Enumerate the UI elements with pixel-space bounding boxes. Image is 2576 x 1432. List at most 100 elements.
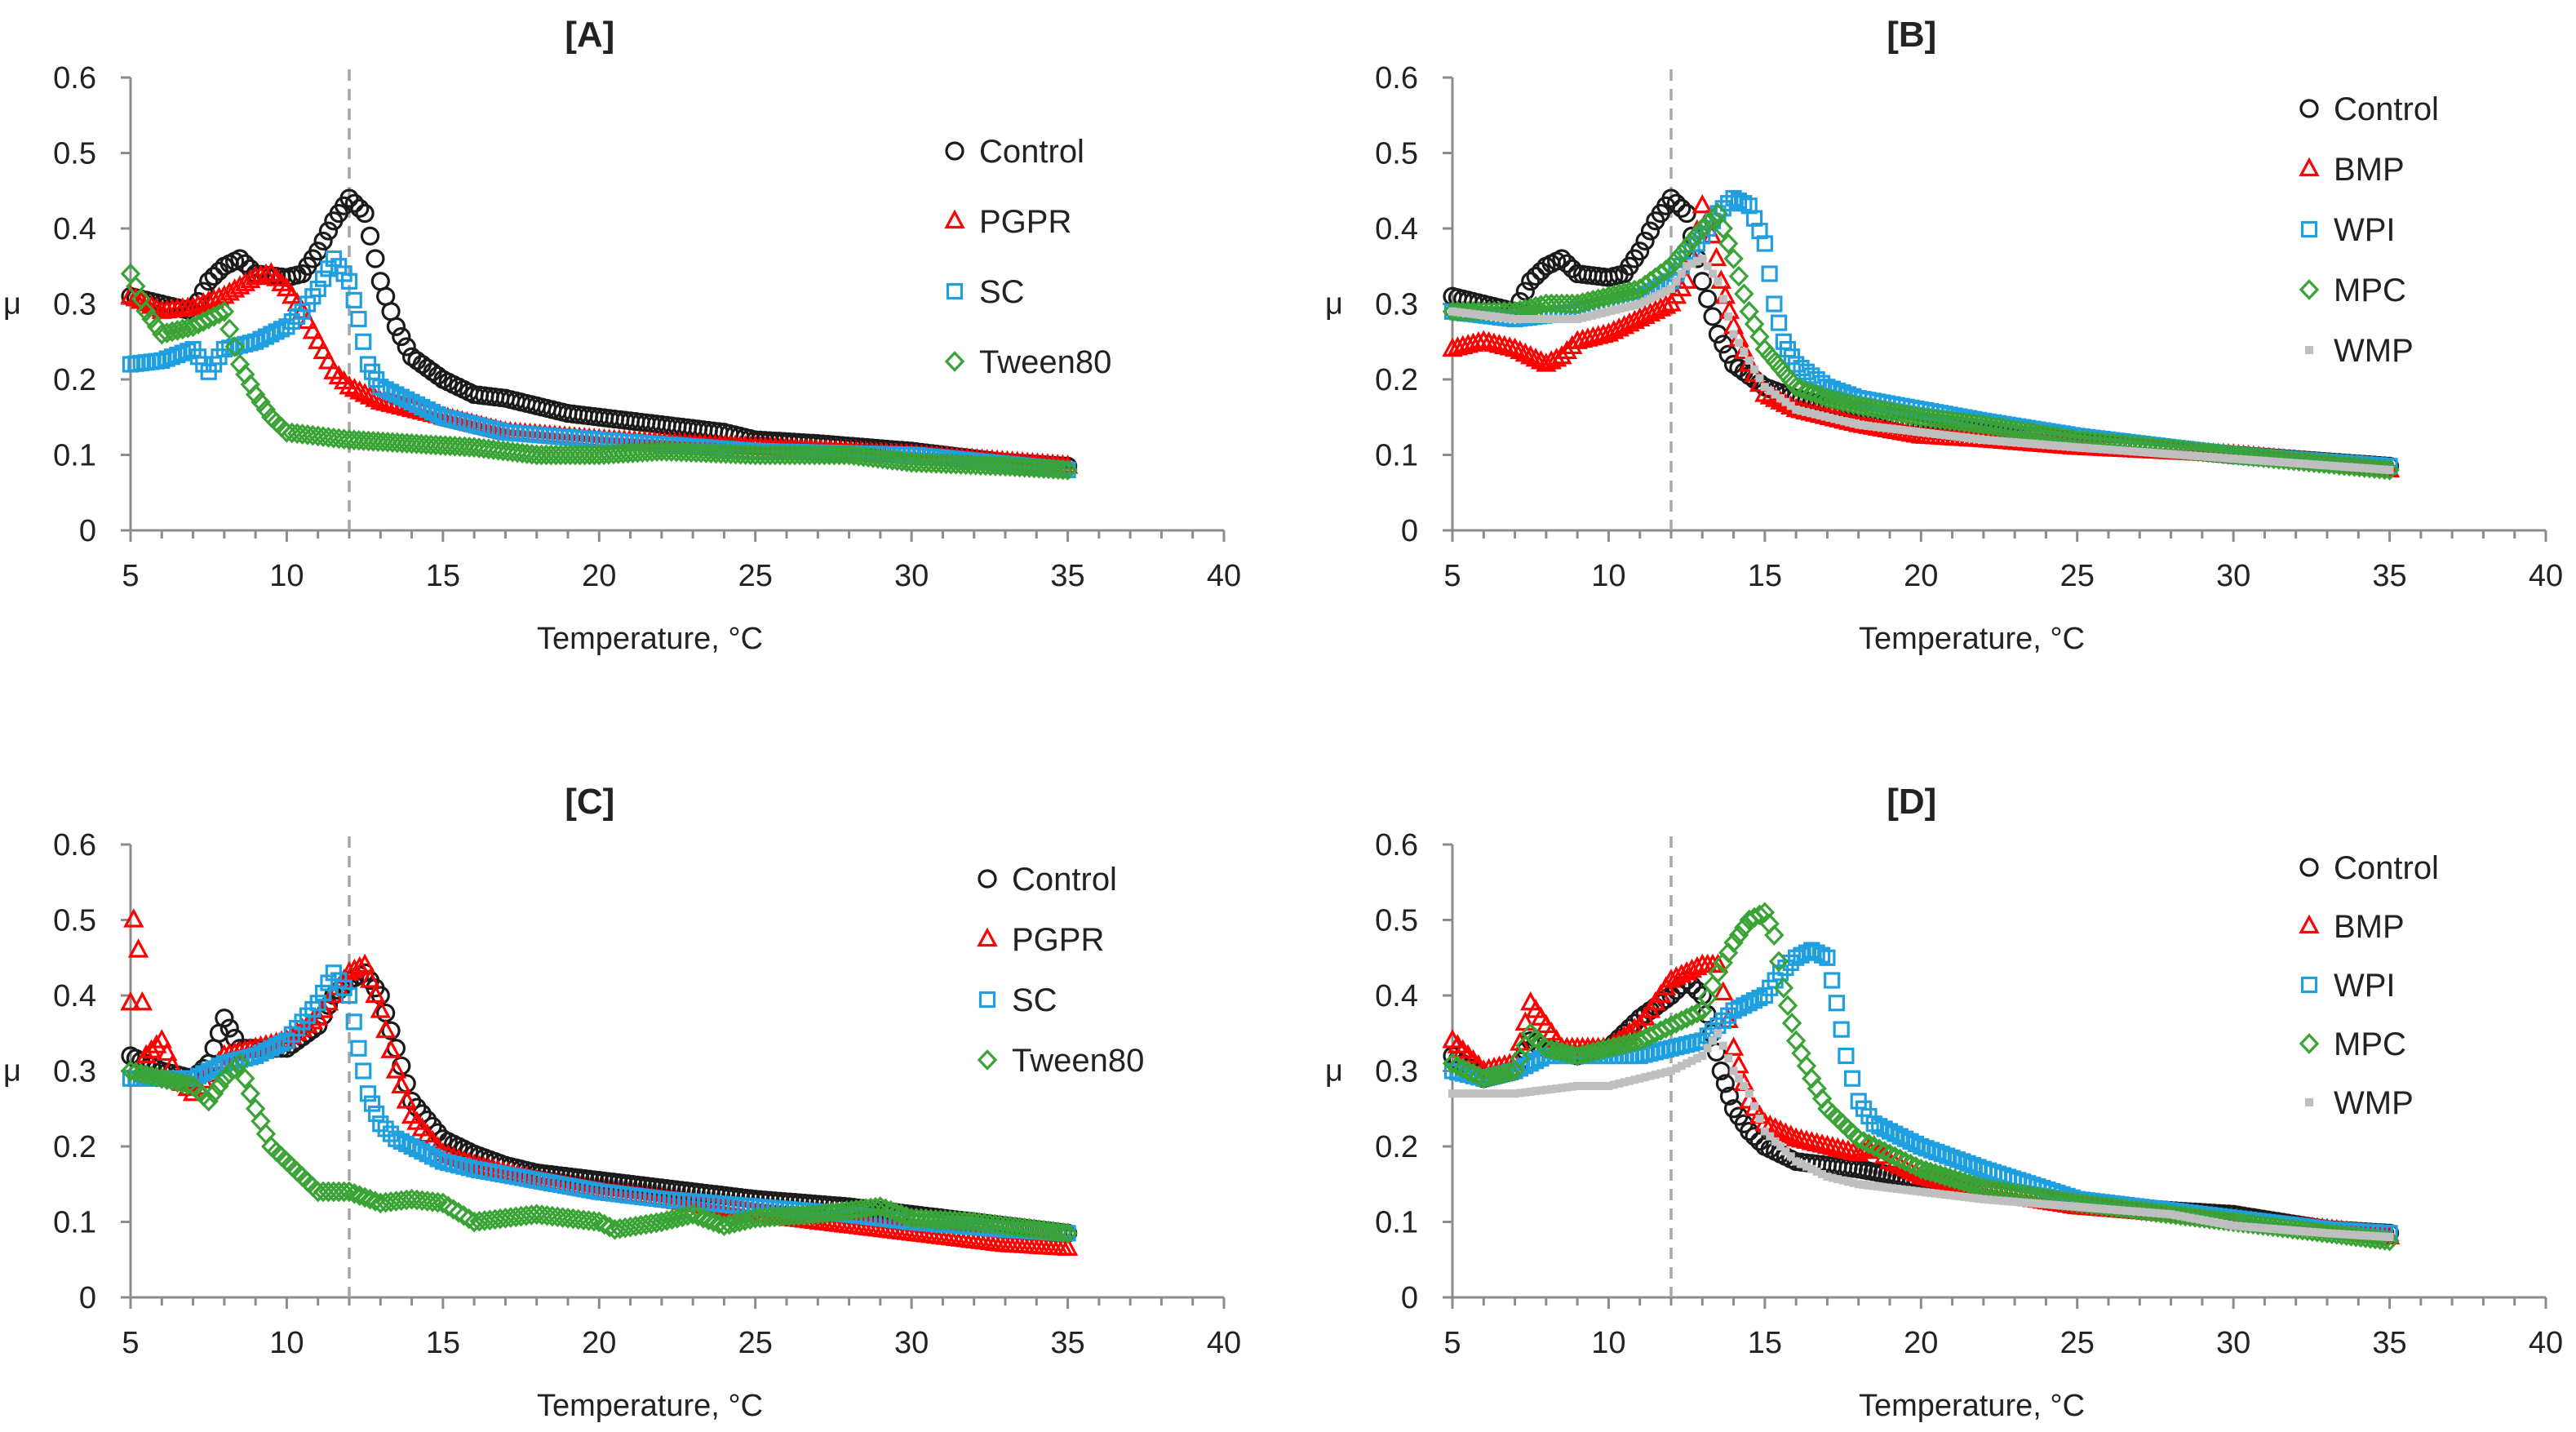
legend-label: Tween80 (1012, 1043, 1144, 1079)
data-point (1687, 259, 1696, 268)
panel-title: [C] (565, 782, 614, 822)
data-point (1740, 995, 1758, 1012)
data-point (1955, 1192, 1964, 1201)
data-point (2264, 457, 2273, 466)
data-point (2083, 444, 2092, 453)
data-point (2214, 453, 2223, 462)
data-point (1725, 1002, 1742, 1019)
data-point (214, 1067, 235, 1089)
data-point (2179, 450, 2188, 459)
data-point (344, 1182, 365, 1204)
data-point (1895, 1150, 1916, 1173)
data-point (1776, 1142, 1785, 1150)
data-point (593, 444, 614, 465)
data-point (215, 1009, 234, 1028)
data-point (1854, 420, 1863, 429)
data-point (140, 1039, 162, 1058)
legend-marker (2299, 279, 2320, 300)
data-point (1922, 1142, 1940, 1159)
y-tick-label: 0.4 (53, 212, 96, 246)
data-point (2334, 462, 2343, 471)
data-point (198, 1090, 219, 1112)
y-tick-label: 0.4 (1375, 979, 1418, 1013)
data-point (2033, 1199, 2042, 1208)
data-point (614, 1217, 636, 1239)
data-point (1766, 386, 1775, 395)
data-point (1603, 284, 1625, 306)
data-point (1593, 1039, 1614, 1061)
data-point (1510, 339, 1531, 360)
data-point (355, 333, 372, 350)
data-point (2339, 462, 2348, 471)
data-point (2219, 1219, 2228, 1228)
data-point (428, 1191, 448, 1213)
data-point (1656, 259, 1676, 281)
data-point (2077, 443, 2086, 452)
x-tick-label: 15 (426, 1326, 460, 1360)
data-point (1811, 410, 1820, 419)
data-point (1656, 290, 1665, 299)
data-point (1713, 981, 1734, 1001)
data-point (1683, 262, 1691, 271)
data-point (1761, 265, 1778, 282)
data-point (1532, 1087, 1541, 1096)
data-point (1918, 1140, 1935, 1157)
legend: Control PGPR SC Tween80 (977, 862, 1144, 1079)
data-point (1792, 1157, 1801, 1166)
data-point (2092, 1204, 2101, 1213)
data-point (2087, 1204, 2096, 1213)
y-tick-label: 0.6 (53, 828, 96, 862)
data-point (1593, 286, 1614, 308)
data-point (1801, 407, 1810, 416)
data-point (1864, 421, 1873, 430)
legend-label: SC (979, 274, 1025, 310)
y-tick-label: 0.6 (1375, 828, 1418, 862)
data-point (408, 396, 426, 413)
data-point (1477, 311, 1486, 320)
data-point (2320, 461, 2329, 470)
data-point (278, 318, 295, 335)
data-point (131, 1062, 151, 1084)
data-point (1557, 254, 1576, 273)
data-point (349, 380, 370, 400)
data-point (318, 221, 339, 241)
data-point (740, 1208, 760, 1230)
data-point (1766, 1132, 1775, 1141)
data-point (1745, 356, 1754, 365)
data-point (1887, 1125, 1904, 1142)
chart-panel-b: [B] 0 0.1 0.2 0.3 0.4 0.5 0.6 5 10 15 20 25 30 35 40 Tem… (1325, 15, 2563, 656)
data-point (257, 328, 275, 345)
data-point (1960, 1192, 1969, 1201)
legend-marker (2300, 220, 2318, 238)
data-point (1677, 269, 1686, 278)
data-point (1933, 1146, 1950, 1163)
data-point (1865, 1115, 1882, 1133)
data-point (1567, 1082, 1576, 1091)
data-point (1671, 243, 1691, 264)
data-point (1854, 1180, 1863, 1189)
data-point (2229, 454, 2238, 463)
data-point (2063, 442, 2072, 451)
data-point (403, 393, 420, 410)
y-tick-label: 0.4 (53, 979, 96, 1013)
data-point (1635, 299, 1644, 308)
data-point (1871, 1118, 1888, 1135)
y-tick-label: 0.1 (53, 439, 96, 473)
data-point (1667, 1066, 1675, 1075)
y-tick-label: 0.5 (53, 137, 96, 171)
data-point (1474, 1089, 1483, 1098)
data-point (2093, 445, 2102, 454)
data-point (876, 1198, 896, 1220)
data-point (1940, 431, 1949, 440)
data-point (2315, 460, 2324, 469)
data-point (1692, 1054, 1701, 1063)
legend-marker (2305, 1098, 2313, 1106)
data-point (1547, 1084, 1556, 1093)
data-point (423, 403, 441, 421)
data-point (1756, 235, 1773, 252)
y-tick-label: 0.2 (1375, 363, 1418, 397)
data-point (247, 333, 264, 350)
data-point (682, 1204, 703, 1226)
data-point (1824, 972, 1841, 989)
data-point (2215, 1218, 2224, 1227)
